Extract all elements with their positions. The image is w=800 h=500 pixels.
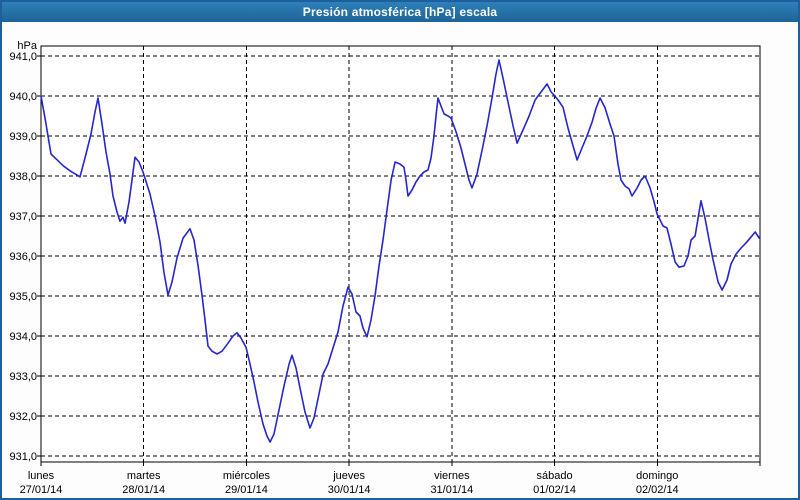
y-axis-tick-label: 941,0 <box>9 51 37 63</box>
plot-area <box>40 45 761 463</box>
y-axis-tick-label: 933,0 <box>9 371 37 383</box>
title-bar: Presión atmosférica [hPa] escala <box>2 2 798 22</box>
y-axis-tick-label: 934,0 <box>9 331 37 343</box>
x-axis-day-label: domingo <box>636 470 678 482</box>
window-title: Presión atmosférica [hPa] escala <box>302 5 498 19</box>
x-axis-day-label: sábado <box>537 470 573 482</box>
x-axis-date-label: 30/01/14 <box>328 484 371 496</box>
pressure-line-series <box>40 59 761 443</box>
x-axis-day-label: miércoles <box>223 470 271 482</box>
x-axis-date-label: 01/02/14 <box>533 484 576 496</box>
chart-area: 941,0 940,0 939,0 938,0 937,0 936,0 935,0 934,0… <box>2 22 798 498</box>
x-axis-day-label: viernes <box>434 470 470 482</box>
x-axis-date-label: 02/02/14 <box>636 484 679 496</box>
y-axis-tick-label: 937,0 <box>9 211 37 223</box>
x-axis-day-label: martes <box>127 470 161 482</box>
x-axis-date-label: 28/01/14 <box>122 484 165 496</box>
y-axis-tick-label: 940,0 <box>9 91 37 103</box>
y-axis-tick-label: 938,0 <box>9 171 37 183</box>
y-axis-tick-label: 935,0 <box>9 291 37 303</box>
x-axis-date-label: 31/01/14 <box>430 484 473 496</box>
x-axis-day-label: lunes <box>28 470 55 482</box>
y-axis-tick-label: 939,0 <box>9 131 37 143</box>
pressure-chart: 941,0 940,0 939,0 938,0 937,0 936,0 935,0 934,0… <box>9 40 761 496</box>
y-axis-unit-label: hPa <box>17 40 37 52</box>
y-axis-tick-label: 931,0 <box>9 451 37 463</box>
y-axis-tick-label: 932,0 <box>9 411 37 423</box>
x-axis-date-label: 29/01/14 <box>225 484 268 496</box>
x-axis-date-label: 27/01/14 <box>20 484 63 496</box>
y-axis-tick-label: 936,0 <box>9 251 37 263</box>
x-axis-day-label: jueves <box>332 470 365 482</box>
